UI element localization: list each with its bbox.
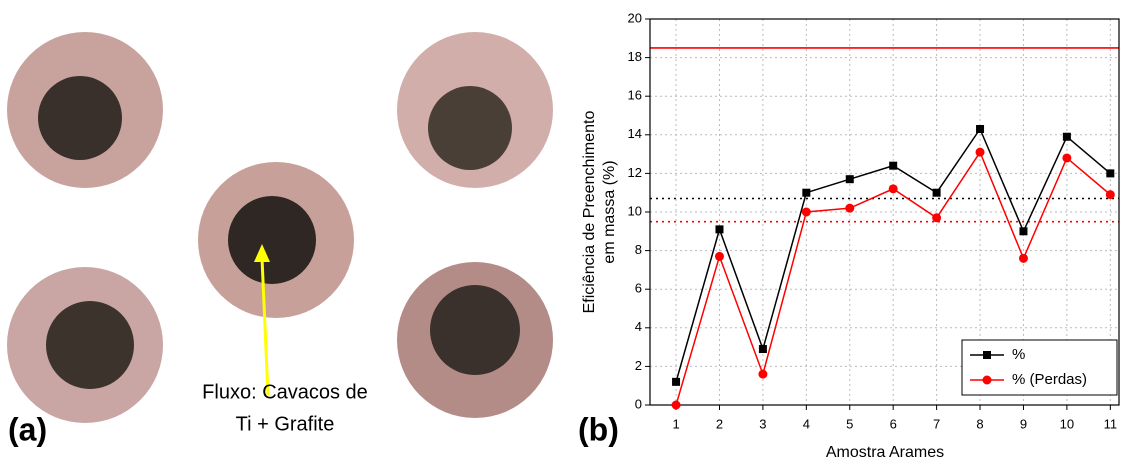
data-point — [845, 204, 854, 213]
x-tick-label: 5 — [846, 416, 853, 431]
y-tick-label: 4 — [635, 319, 642, 334]
y-tick-label: 12 — [628, 165, 642, 180]
data-point — [1019, 254, 1028, 263]
y-tick-label: 18 — [628, 49, 642, 64]
flux-core — [430, 285, 520, 375]
y-tick-label: 20 — [628, 10, 642, 25]
data-point — [715, 252, 724, 261]
x-tick-label: 9 — [1020, 416, 1027, 431]
x-axis-title: Amostra Arames — [826, 444, 944, 461]
data-point — [933, 189, 941, 197]
panel-a-photos — [7, 32, 553, 423]
annotation: Fluxo: Cavacos de — [202, 381, 368, 403]
y-axis-title: em massa (%) — [601, 160, 618, 263]
legend-label: % (Perdas) — [1012, 371, 1087, 388]
panel-label: (b) — [578, 411, 619, 447]
legend-marker — [983, 351, 991, 359]
data-point — [1019, 227, 1027, 235]
data-point — [1062, 153, 1071, 162]
x-tick-label: 8 — [976, 416, 983, 431]
data-point — [889, 184, 898, 193]
data-point — [759, 345, 767, 353]
panel-label: (a) — [8, 411, 47, 447]
x-tick-label: 6 — [890, 416, 897, 431]
x-tick-label: 7 — [933, 416, 940, 431]
legend-marker — [983, 376, 992, 385]
x-tick-label: 2 — [716, 416, 723, 431]
data-point — [1106, 169, 1114, 177]
x-tick-label: 11 — [1104, 416, 1118, 431]
data-point — [672, 378, 680, 386]
y-tick-label: 14 — [628, 126, 642, 141]
y-tick-label: 0 — [635, 396, 642, 411]
data-point — [1063, 133, 1071, 141]
flux-core — [428, 86, 512, 170]
data-point — [672, 401, 681, 410]
flux-core — [228, 196, 316, 284]
data-point — [802, 208, 811, 217]
y-tick-label: 16 — [628, 88, 642, 103]
x-tick-label: 10 — [1060, 416, 1074, 431]
data-point — [715, 225, 723, 233]
data-point — [802, 189, 810, 197]
data-point — [976, 148, 985, 157]
data-point — [889, 162, 897, 170]
annotation: Ti + Grafite — [236, 413, 335, 435]
y-tick-label: 10 — [628, 203, 642, 218]
y-tick-label: 6 — [635, 281, 642, 296]
y-tick-label: 8 — [635, 242, 642, 257]
y-axis-title: Eficiência de Preenchimento — [581, 111, 598, 314]
data-point — [976, 125, 984, 133]
x-tick-label: 4 — [803, 416, 810, 431]
flux-core — [46, 301, 134, 389]
flux-core — [38, 76, 122, 160]
data-point — [758, 370, 767, 379]
data-point — [1106, 190, 1115, 199]
figure: (a) Fluxo: Cavacos de Ti + Grafite (b) A… — [0, 0, 1129, 463]
legend-label: % — [1012, 346, 1025, 363]
y-tick-label: 2 — [635, 358, 642, 373]
data-point — [932, 213, 941, 222]
x-tick-label: 1 — [672, 416, 679, 431]
x-tick-label: 3 — [759, 416, 766, 431]
data-point — [846, 175, 854, 183]
